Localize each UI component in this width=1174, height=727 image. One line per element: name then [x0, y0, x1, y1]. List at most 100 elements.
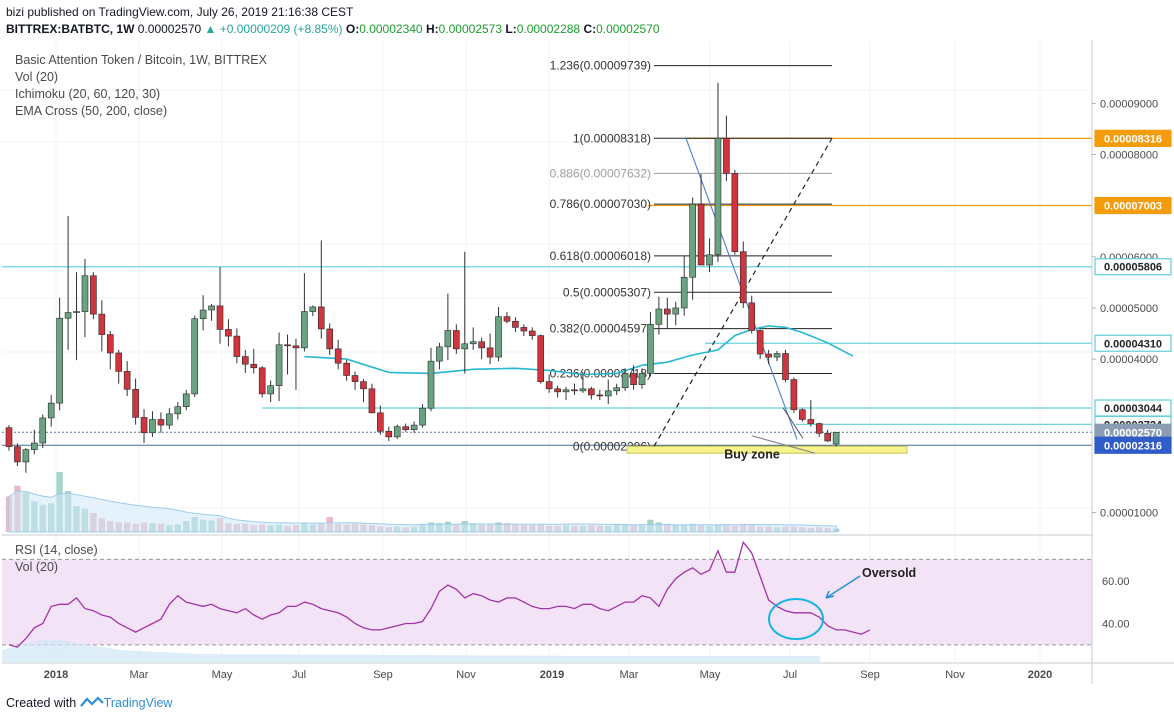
close-value: 0.00002570 [596, 22, 660, 36]
ohlc-line: BITTREX:BATBTC, 1W 0.00002570 ▲ +0.00000… [6, 22, 660, 36]
rsi-band [2, 559, 1092, 645]
candle-body [326, 328, 334, 350]
candle-body [199, 309, 207, 320]
candle-body [368, 388, 376, 414]
fib-level-label: 0.786(0.00007030) [550, 197, 651, 211]
candle-body [782, 353, 789, 380]
price-axis-label: 0.00002570 [1104, 427, 1162, 439]
publish-line: bizi published on TradingView.com, July … [6, 5, 353, 19]
candle-body [495, 316, 502, 358]
candle-body [579, 388, 587, 392]
candle-body [81, 275, 89, 312]
candle-body [436, 346, 443, 362]
candle-body [739, 251, 747, 304]
candle-body [22, 449, 30, 463]
candle-body [267, 385, 274, 395]
candle-body [410, 424, 418, 431]
candle-body [343, 362, 350, 376]
tradingview-logo-icon [79, 696, 104, 711]
candle-body [427, 360, 435, 409]
x-tick-label: Nov [945, 669, 965, 681]
legend-ichimoku[interactable]: Ichimoku (20, 60, 120, 30) [15, 87, 161, 101]
candle-body [461, 343, 469, 350]
low-label: L: [505, 22, 517, 36]
candle-body [664, 308, 671, 315]
candle-body [14, 446, 21, 463]
x-tick-label: Sep [373, 669, 393, 681]
volume-ma-area [8, 490, 837, 533]
candle-body [123, 371, 131, 390]
candle-body [115, 352, 123, 372]
candle-body [98, 313, 106, 335]
candle-body [478, 341, 485, 349]
candle-body [706, 254, 713, 266]
candle-body [90, 275, 97, 315]
candle-body [832, 431, 840, 445]
x-tick-label: Sep [860, 669, 880, 681]
candle-body [47, 402, 55, 419]
legend-title[interactable]: Basic Attention Token / Bitcoin, 1W, BIT… [15, 53, 267, 67]
y-tick-label: 0.00005000 [1100, 303, 1158, 315]
candle-body [393, 426, 401, 438]
candle-body [216, 305, 224, 330]
candle-body [64, 312, 72, 319]
candle-body [815, 423, 823, 434]
y-tick-label: 0.00008000 [1100, 150, 1158, 162]
candle-body [39, 417, 47, 444]
y-tick-label: 0.00004000 [1100, 354, 1158, 366]
candle-body [106, 334, 114, 354]
candle-body [562, 389, 570, 393]
price-change: ▲ +0.00000209 (+8.85%) [204, 22, 343, 36]
candle-body [5, 427, 13, 447]
footer-brand[interactable]: TradingView [103, 696, 173, 710]
rsi-tick-label: 40.00 [1102, 619, 1130, 631]
fib-level-label: 1(0.00008318) [573, 131, 651, 145]
candle-body [140, 417, 148, 434]
candle-body [638, 373, 646, 385]
open-value: 0.00002340 [359, 22, 423, 36]
candle-body [250, 363, 258, 369]
x-tick-label: Jul [292, 669, 306, 681]
price-axis-label: 0.00008316 [1104, 133, 1162, 145]
candle-body [317, 306, 325, 330]
candle-body [132, 388, 139, 418]
legend-vol[interactable]: Vol (20) [15, 70, 59, 84]
candle-body [225, 329, 232, 337]
publish-info: published on TradingView.com, July 26, 2… [27, 5, 354, 19]
last-price: 0.00002570 [137, 22, 202, 36]
candle-body [334, 348, 342, 364]
candle-body [157, 419, 165, 426]
candle-body [697, 203, 705, 266]
rsi-legend[interactable]: RSI (14, close) [15, 543, 98, 557]
rsi-vol-legend[interactable]: Vol (20) [15, 560, 59, 574]
ema-line [304, 325, 854, 376]
candle-body [790, 379, 798, 411]
open-label: O: [345, 22, 360, 36]
fib-level-label: 1.236(0.00009739) [550, 59, 651, 73]
high-value: 0.00002573 [438, 22, 503, 36]
candle-body [174, 406, 182, 415]
candle-body [453, 330, 460, 350]
author-name[interactable]: bizi [6, 5, 25, 19]
price-axis-tag [1094, 334, 1172, 352]
footer-created: Created with [6, 696, 77, 710]
candle-body [748, 302, 756, 331]
candle-body [512, 320, 519, 328]
candle-body [799, 409, 806, 420]
candle-body [604, 390, 612, 397]
candle-body [773, 353, 781, 358]
candle-body [647, 324, 654, 374]
candle-body [655, 308, 663, 325]
x-tick-label: Mar [130, 669, 149, 681]
symbol-label: BITTREX:BATBTC, 1W [6, 22, 135, 36]
candle-body [503, 316, 511, 322]
candle-body [630, 373, 637, 385]
price-axis-label: 0.00007003 [1104, 201, 1162, 213]
candle-body [545, 381, 553, 390]
candle-body [444, 330, 452, 348]
candle-body [182, 393, 190, 407]
fib-level-label: 0.886(0.00007632) [550, 166, 651, 180]
legend-ema[interactable]: EMA Cross (50, 200, close) [15, 104, 168, 118]
